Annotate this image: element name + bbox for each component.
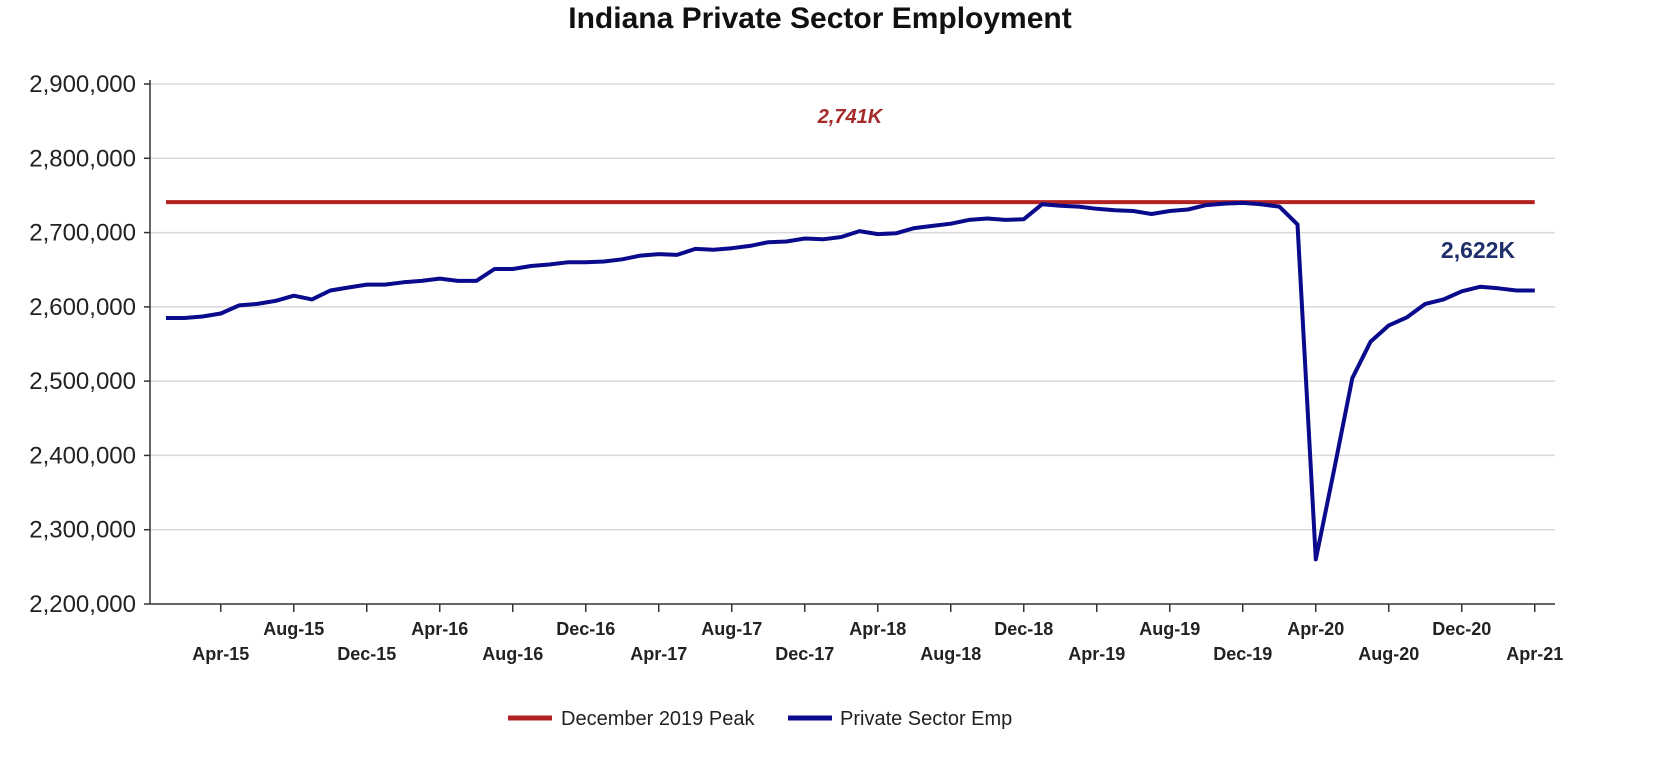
x-tick-label: Dec-18 — [994, 619, 1053, 639]
x-tick-label: Apr-15 — [192, 644, 249, 664]
x-tick-label: Aug-15 — [263, 619, 324, 639]
y-tick-label: 2,600,000 — [29, 294, 136, 321]
annotations: 2,741K 2,622K — [817, 106, 1516, 263]
x-tick-label: Dec-19 — [1213, 644, 1272, 664]
y-tick-label: 2,900,000 — [29, 71, 136, 98]
y-tick-label: 2,800,000 — [29, 145, 136, 172]
x-tick-label: Dec-16 — [556, 619, 615, 639]
x-tick-label: Aug-18 — [920, 644, 981, 664]
x-tick-label: Apr-17 — [630, 644, 687, 664]
x-tick-label: Aug-20 — [1358, 644, 1419, 664]
x-tick-label: Apr-21 — [1506, 644, 1563, 664]
legend: December 2019 Peak Private Sector Emp — [508, 708, 1012, 730]
x-tick-label: Apr-16 — [411, 619, 468, 639]
x-tick-label: Apr-18 — [849, 619, 906, 639]
series-lines — [166, 200, 1535, 562]
gridlines — [150, 83, 1555, 531]
x-tick-label: Apr-20 — [1287, 619, 1344, 639]
y-tick-label: 2,700,000 — [29, 220, 136, 247]
x-tick-label: Aug-16 — [482, 644, 543, 664]
x-tick-label: Dec-17 — [775, 644, 834, 664]
x-tick-label: Dec-15 — [337, 644, 396, 664]
x-tick-label: Dec-20 — [1432, 619, 1491, 639]
latest-value-annotation: 2,622K — [1441, 237, 1516, 263]
chart-title: Indiana Private Sector Employment — [568, 2, 1072, 35]
axes — [144, 80, 1555, 612]
y-tick-label: 2,300,000 — [29, 517, 136, 544]
x-tick-label: Apr-19 — [1068, 644, 1125, 664]
y-tick-label: 2,500,000 — [29, 368, 136, 395]
legend-label-employment: Private Sector Emp — [840, 708, 1012, 730]
y-axis-ticks: 2,200,000 2,300,000 2,400,000 2,500,000 2,60… — [29, 71, 136, 618]
y-tick-label: 2,400,000 — [29, 442, 136, 469]
peak-value-annotation: 2,741K — [817, 106, 884, 128]
y-tick-label: 2,200,000 — [29, 591, 136, 618]
x-axis-ticks: Apr-15 Aug-15 Dec-15 Apr-16 Aug-16 Dec-16 Apr-… — [192, 619, 1563, 664]
x-tick-label: Aug-19 — [1139, 619, 1200, 639]
employment-line — [166, 200, 1535, 562]
legend-label-peak: December 2019 Peak — [561, 708, 755, 730]
x-tick-label: Aug-17 — [701, 619, 762, 639]
